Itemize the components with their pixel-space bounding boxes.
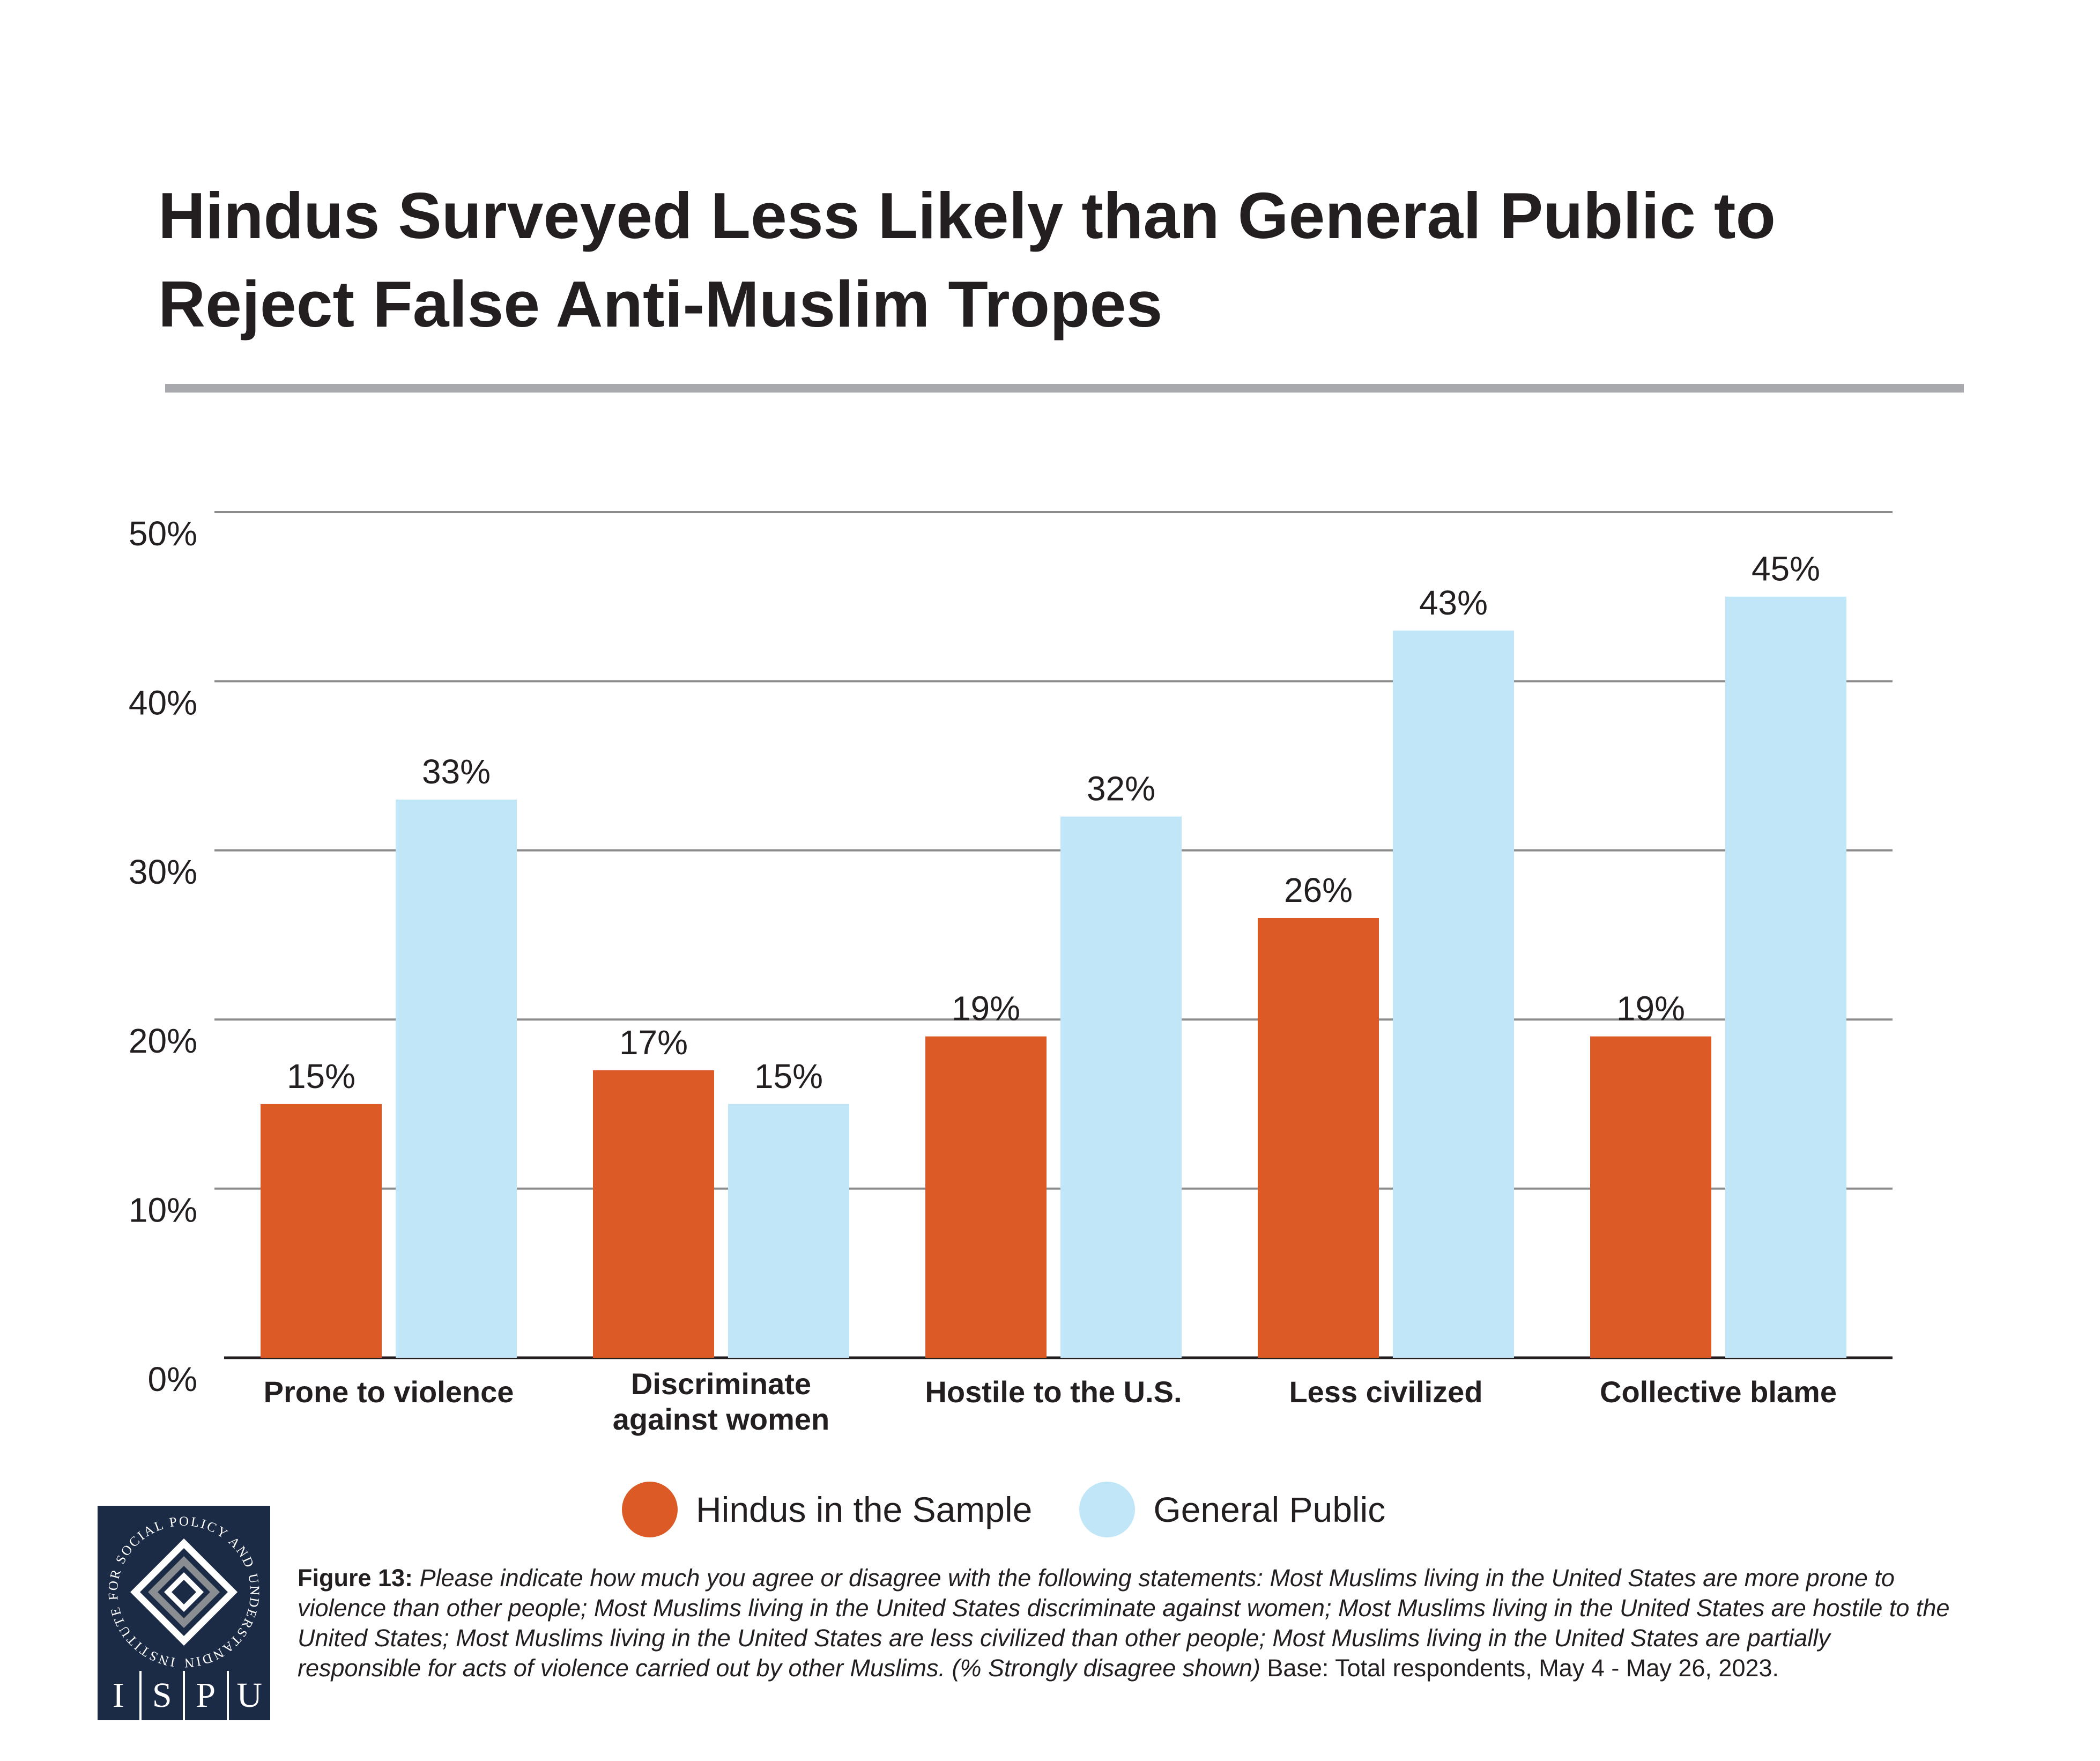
- figure-footnote: Figure 13: Please indicate how much you …: [298, 1563, 1960, 1683]
- y-tick-label-20: 20%: [129, 1022, 197, 1060]
- y-tick-label-30: 30%: [129, 853, 197, 891]
- title-divider: [165, 384, 1964, 393]
- bar-general-public-2: [728, 1104, 849, 1358]
- footnote-figure-label: Figure 13:: [298, 1564, 413, 1592]
- bar-hindus-4: [1258, 918, 1379, 1358]
- chart-title-line-2: Reject False Anti-Muslim Tropes: [158, 268, 1163, 341]
- value-labels: 15% 33% 17% 15% 19% 32% 26% 43% 19% 45%: [287, 550, 1820, 1096]
- bar-general-public-5: [1725, 596, 1846, 1358]
- category-label-1: Prone to violence: [264, 1375, 514, 1409]
- footnote-question: Please indicate how much you agree or di…: [298, 1564, 1950, 1682]
- bar-hindus-3: [925, 1036, 1047, 1358]
- logo-letter-u: U: [228, 1671, 270, 1720]
- chart-title: Hindus Surveyed Less Likely than General…: [158, 172, 1981, 349]
- bar-general-public-3: [1060, 816, 1182, 1358]
- category-label-5: Collective blame: [1600, 1375, 1837, 1409]
- logo-emblem: INSTITUTE FOR SOCIAL POLICY AND UNDERSTA…: [98, 1506, 260, 1670]
- value-label-hindus-2: 17%: [619, 1023, 688, 1062]
- legend-swatch-general-public: [1079, 1482, 1136, 1537]
- chart-title-line-1: Hindus Surveyed Less Likely than General…: [158, 179, 1776, 252]
- legend-item-general-public: General Public: [1079, 1482, 1385, 1537]
- logo-letter-s: S: [141, 1671, 183, 1720]
- legend: Hindus in the Sample General Public: [622, 1480, 1433, 1539]
- category-label-2-line-1: Discriminate: [631, 1367, 811, 1401]
- bar-general-public-1: [396, 800, 517, 1358]
- value-label-hindus-4: 26%: [1284, 871, 1353, 909]
- value-label-hindus-5: 19%: [1616, 989, 1685, 1028]
- bar-hindus-2: [593, 1070, 714, 1358]
- y-axis: 0% 10% 20% 30% 40% 50%: [129, 514, 197, 1399]
- logo-wordmark: I S P U: [98, 1671, 270, 1720]
- value-label-hindus-1: 15%: [287, 1057, 355, 1096]
- bar-hindus-1: [261, 1104, 382, 1358]
- value-label-general-public-1: 33%: [422, 752, 491, 791]
- y-tick-label-0: 0%: [148, 1360, 198, 1399]
- value-label-general-public-2: 15%: [754, 1057, 823, 1096]
- value-label-general-public-3: 32%: [1087, 769, 1155, 808]
- logo-letter-i: I: [98, 1671, 139, 1720]
- bar-general-public-4: [1393, 630, 1514, 1358]
- footnote-base: Base: Total respondents, May 4 - May 26,…: [1267, 1654, 1779, 1682]
- legend-swatch-hindus: [622, 1482, 678, 1537]
- legend-item-hindus: Hindus in the Sample: [622, 1482, 1032, 1537]
- y-tick-label-50: 50%: [129, 514, 197, 553]
- logo-letter-p: P: [185, 1671, 227, 1720]
- category-label-4: Less civilized: [1289, 1375, 1482, 1409]
- legend-label-hindus: Hindus in the Sample: [696, 1490, 1033, 1529]
- bars: [261, 596, 1846, 1358]
- bar-hindus-5: [1590, 1036, 1711, 1358]
- value-label-hindus-3: 19%: [952, 989, 1020, 1028]
- legend-label-general-public: General Public: [1153, 1490, 1386, 1529]
- ispu-logo: INSTITUTE FOR SOCIAL POLICY AND UNDERSTA…: [98, 1506, 270, 1720]
- value-label-general-public-5: 45%: [1752, 550, 1820, 588]
- logo-diamond-icon: [130, 1538, 238, 1646]
- y-tick-label-10: 10%: [129, 1191, 197, 1230]
- category-label-2-line-2: against women: [613, 1402, 830, 1436]
- y-tick-label-40: 40%: [129, 683, 197, 722]
- bar-chart: 0% 10% 20% 30% 40% 50% 15% 33% 17% 15% 19% 32% 26% 4…: [129, 511, 1893, 1436]
- category-label-3: Hostile to the U.S.: [925, 1375, 1182, 1409]
- value-label-general-public-4: 43%: [1419, 583, 1488, 622]
